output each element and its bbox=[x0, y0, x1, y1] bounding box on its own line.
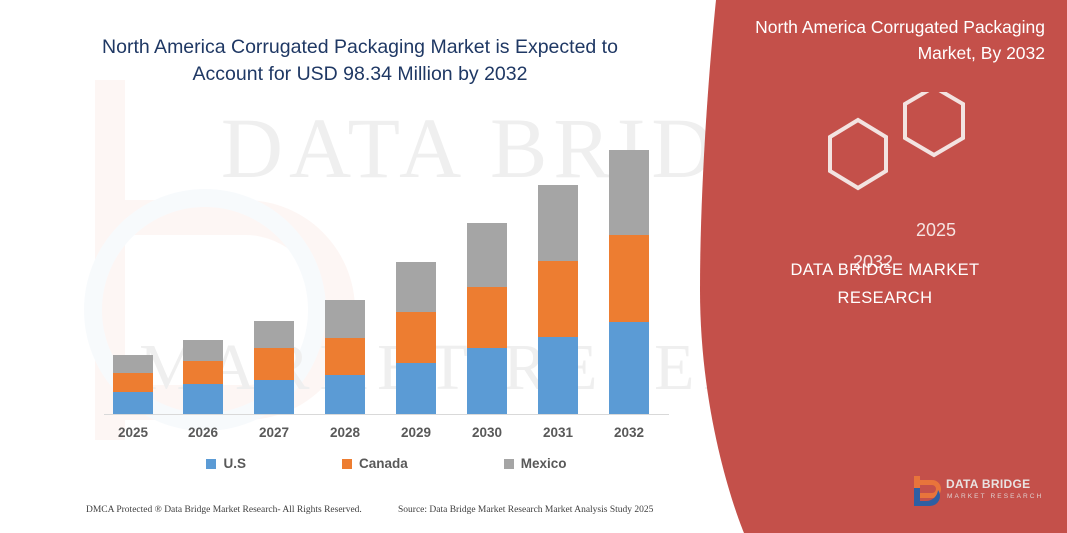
bar-2025[interactable] bbox=[113, 355, 153, 414]
bar-segment-us bbox=[254, 380, 294, 414]
bar-segment-us bbox=[467, 348, 507, 414]
brand-logo: DATA BRIDGE MARKET RESEARCH bbox=[908, 472, 1053, 516]
legend-swatch-icon bbox=[341, 458, 352, 469]
bar-segment-us bbox=[396, 363, 436, 414]
legend-label: U.S bbox=[223, 456, 246, 471]
bar-segment-mexico bbox=[467, 223, 507, 287]
bar-2030[interactable] bbox=[467, 223, 507, 414]
panel-brand-text: DATA BRIDGE MARKET RESEARCH bbox=[720, 256, 1050, 312]
bar-segment-mexico bbox=[609, 150, 649, 235]
x-axis-label: 2030 bbox=[471, 425, 503, 440]
hexagon-group: 2032 2025 bbox=[700, 84, 1067, 272]
chart-title-line1: North America Corrugated Packaging Marke… bbox=[102, 36, 618, 58]
x-axis-label: 2029 bbox=[400, 425, 432, 440]
bar-segment-canada bbox=[113, 373, 153, 392]
hexagon-label-small: 2025 bbox=[915, 220, 957, 240]
legend-label: Canada bbox=[358, 456, 408, 471]
bar-segment-us bbox=[113, 392, 153, 414]
bar-2029[interactable] bbox=[396, 262, 436, 414]
right-panel: North America Corrugated Packaging Marke… bbox=[700, 0, 1067, 533]
bar-segment-mexico bbox=[325, 300, 365, 338]
logo-subtitle: MARKET RESEARCH bbox=[947, 493, 1044, 500]
x-axis-label: 2026 bbox=[187, 425, 219, 440]
bar-segment-us bbox=[609, 322, 649, 414]
bar-2028[interactable] bbox=[325, 300, 365, 414]
panel-title-line2: Market, By 2032 bbox=[917, 43, 1045, 63]
x-axis-label: 2032 bbox=[613, 425, 645, 440]
legend-swatch-icon bbox=[503, 458, 514, 469]
bar-2032[interactable] bbox=[609, 150, 649, 414]
legend-item-us[interactable]: U.S bbox=[206, 456, 246, 471]
x-axis-label: 2028 bbox=[329, 425, 361, 440]
bar-segment-canada bbox=[396, 312, 436, 363]
bar-2027[interactable] bbox=[254, 321, 294, 414]
panel-brand-line1: DATA BRIDGE MARKET bbox=[790, 261, 980, 279]
chart-legend: U.S Canada Mexico bbox=[104, 456, 669, 471]
bar-segment-us bbox=[325, 375, 365, 414]
bar-segment-mexico bbox=[183, 340, 223, 361]
bar-segment-mexico bbox=[254, 321, 294, 348]
bar-segment-canada bbox=[609, 235, 649, 322]
bar-segment-mexico bbox=[538, 185, 578, 261]
bar-2026[interactable] bbox=[183, 340, 223, 414]
bar-segment-us bbox=[183, 384, 223, 414]
chart-title: North America Corrugated Packaging Marke… bbox=[60, 34, 660, 88]
x-axis-label: 2031 bbox=[542, 425, 574, 440]
bar-segment-canada bbox=[467, 287, 507, 348]
panel-title: North America Corrugated Packaging Marke… bbox=[720, 14, 1045, 66]
data-bridge-mark-icon bbox=[914, 476, 941, 506]
bar-segment-mexico bbox=[396, 262, 436, 312]
logo-name: DATA BRIDGE bbox=[946, 477, 1031, 491]
legend-swatch-icon bbox=[206, 458, 217, 469]
bar-segment-mexico bbox=[113, 355, 153, 373]
bar-segment-us bbox=[538, 337, 578, 414]
chart-baseline bbox=[104, 414, 669, 415]
hexagon-outlines-icon bbox=[828, 84, 965, 191]
bar-segment-canada bbox=[254, 348, 294, 380]
panel-title-line1: North America Corrugated Packaging bbox=[755, 17, 1045, 37]
chart-title-line2: Account for USD 98.34 Million by 2032 bbox=[192, 63, 528, 85]
legend-label: Mexico bbox=[520, 456, 567, 471]
bar-segment-canada bbox=[183, 361, 223, 384]
footer-copyright: DMCA Protected ® Data Bridge Market Rese… bbox=[86, 505, 362, 515]
panel-brand-line2: RESEARCH bbox=[837, 289, 933, 307]
bar-2031[interactable] bbox=[538, 185, 578, 414]
bar-segment-canada bbox=[538, 261, 578, 337]
legend-item-canada[interactable]: Canada bbox=[341, 456, 408, 471]
x-axis-label: 2025 bbox=[117, 425, 149, 440]
x-axis-label: 2027 bbox=[258, 425, 290, 440]
bar-segment-canada bbox=[325, 338, 365, 375]
legend-item-mexico[interactable]: Mexico bbox=[503, 456, 567, 471]
footer-source: Source: Data Bridge Market Research Mark… bbox=[398, 505, 654, 515]
